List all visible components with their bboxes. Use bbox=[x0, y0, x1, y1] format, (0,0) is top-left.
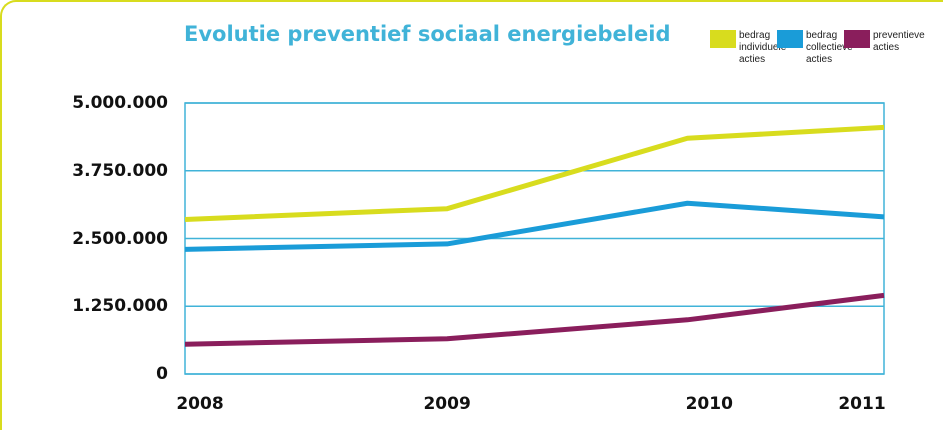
x-tick-label: 2010 bbox=[685, 394, 733, 414]
y-tick-label: 3.750.000 bbox=[72, 160, 168, 181]
legend-swatch-preventieve bbox=[844, 30, 870, 48]
chart-title: Evolutie preventief sociaal energiebelei… bbox=[184, 22, 671, 46]
series-line-1 bbox=[184, 200, 885, 252]
series-line-0 bbox=[184, 124, 885, 223]
x-tick-label: 2008 bbox=[176, 394, 224, 414]
legend-swatch-collectieve bbox=[777, 30, 803, 48]
legend-label-collectieve: bedrag collectieve acties bbox=[806, 30, 853, 65]
series-line-2 bbox=[184, 292, 885, 347]
y-tick-label: 2.500.000 bbox=[72, 228, 168, 249]
y-tick-label: 0 bbox=[156, 364, 168, 384]
plot-border bbox=[184, 102, 885, 375]
x-tick-label: 2009 bbox=[423, 394, 471, 414]
y-tick-label: 5.000.000 bbox=[72, 93, 168, 113]
x-tick-label: 2011 bbox=[838, 394, 886, 414]
legend-label-preventieve: preventieve acties bbox=[873, 30, 925, 53]
legend-swatch-individuele bbox=[710, 30, 736, 48]
y-tick-label: 1.250.000 bbox=[72, 296, 168, 317]
legend-label-individuele: bedrag individuele acties bbox=[739, 30, 787, 65]
